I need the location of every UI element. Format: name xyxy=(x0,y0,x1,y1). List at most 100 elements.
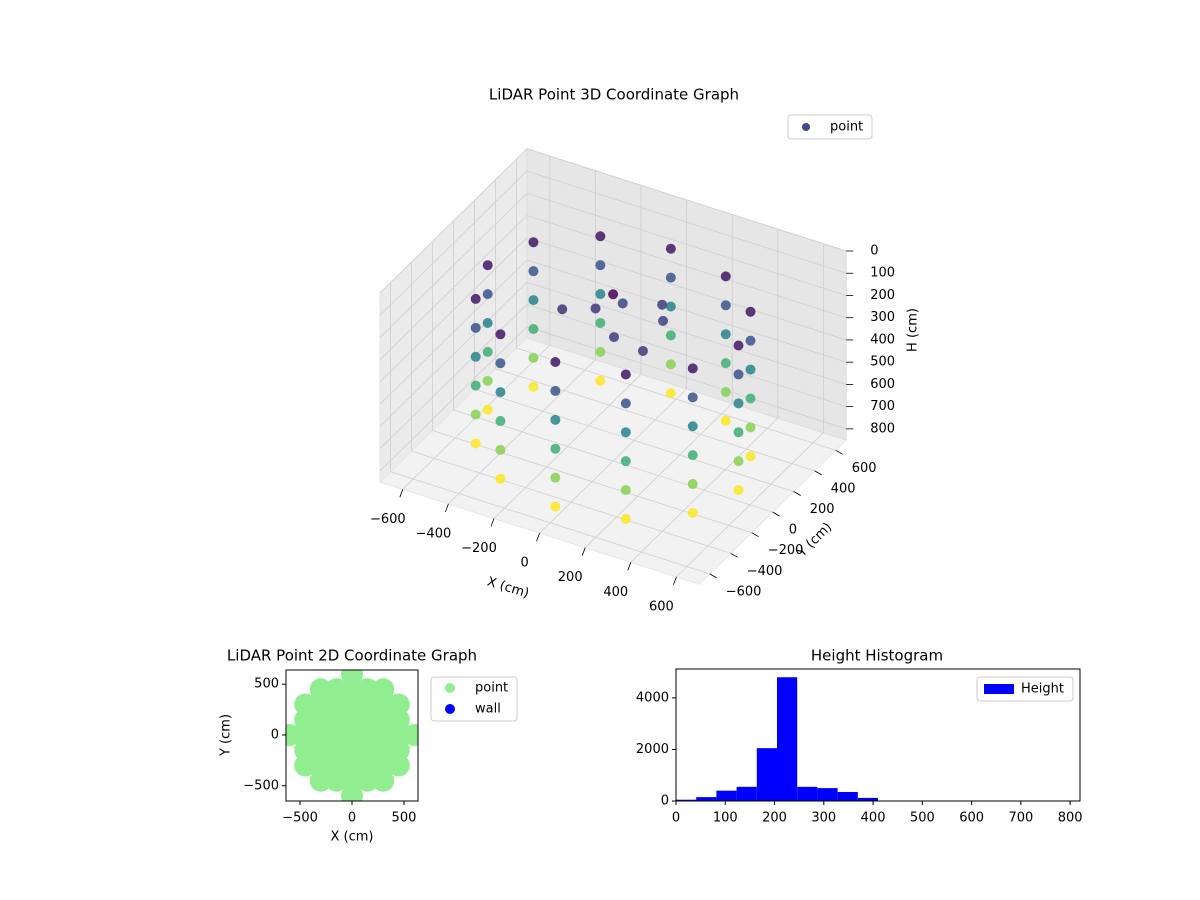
x-tick-label: 0 xyxy=(520,556,528,571)
point xyxy=(617,298,628,309)
point xyxy=(387,723,410,746)
point xyxy=(372,678,395,701)
point xyxy=(325,708,348,731)
point xyxy=(665,301,676,312)
point xyxy=(657,299,668,310)
point xyxy=(482,346,493,357)
point xyxy=(341,708,363,731)
point xyxy=(372,723,395,746)
bar xyxy=(857,797,878,801)
grid-line xyxy=(526,304,847,408)
point xyxy=(720,415,731,426)
tick-mark xyxy=(399,489,404,498)
point xyxy=(528,381,539,392)
point xyxy=(309,769,332,792)
point xyxy=(372,693,395,716)
grid-line xyxy=(474,388,794,492)
y-tick-label: 400 xyxy=(831,481,856,496)
grid-line xyxy=(379,281,528,427)
point xyxy=(356,739,379,762)
x-tick-label: 600 xyxy=(649,599,674,614)
legend-marker xyxy=(445,683,455,693)
point xyxy=(620,513,631,524)
point xyxy=(590,303,601,314)
point xyxy=(528,295,539,306)
point xyxy=(687,450,698,461)
point xyxy=(733,485,744,496)
bar xyxy=(837,791,858,801)
point xyxy=(470,409,481,420)
tick-mark xyxy=(490,518,495,527)
z-tick-label: 200 xyxy=(870,288,895,303)
legend-marker xyxy=(984,684,1014,694)
bar xyxy=(696,797,717,801)
x-tick-label: −200 xyxy=(461,541,497,556)
z-axis-label: H (cm) xyxy=(906,308,921,352)
z-tick-label: 100 xyxy=(870,266,895,281)
point xyxy=(309,708,332,731)
point xyxy=(745,451,756,462)
grid-line xyxy=(379,259,528,405)
point xyxy=(294,754,317,777)
grid-line xyxy=(453,409,773,513)
point xyxy=(387,708,410,731)
legend-label: point xyxy=(830,120,863,135)
point xyxy=(309,754,332,777)
point xyxy=(687,363,698,374)
y-tick-label: 0 xyxy=(271,727,279,742)
grid-line xyxy=(526,192,847,296)
x-tick-label: 100 xyxy=(713,811,738,826)
point xyxy=(595,346,606,357)
y-tick-label: 4000 xyxy=(636,690,669,705)
x-tick-label: 400 xyxy=(861,811,886,826)
point xyxy=(372,769,395,792)
tick-mark xyxy=(536,532,540,542)
point xyxy=(720,358,731,369)
y-tick-label: −400 xyxy=(747,564,783,579)
point xyxy=(687,479,698,490)
point xyxy=(620,427,631,438)
y-axis-label: Y (cm) xyxy=(219,714,234,757)
point xyxy=(528,323,539,334)
point xyxy=(341,754,363,777)
point xyxy=(294,693,317,716)
y-tick-label: 0 xyxy=(789,523,797,538)
point xyxy=(372,708,395,731)
point xyxy=(309,723,332,746)
point xyxy=(733,427,744,438)
legend-marker xyxy=(445,704,455,714)
chart-title: LiDAR Point 3D Coordinate Graph xyxy=(489,86,739,104)
y-tick-label: 500 xyxy=(254,677,279,692)
point xyxy=(620,456,631,467)
point xyxy=(387,754,410,777)
point xyxy=(550,472,561,483)
point xyxy=(745,364,756,375)
point xyxy=(620,485,631,496)
grid-line xyxy=(526,148,847,252)
legend-box xyxy=(787,114,873,140)
point xyxy=(356,754,379,777)
point xyxy=(550,443,561,454)
point xyxy=(557,304,568,315)
bar xyxy=(797,786,818,801)
grid-line xyxy=(379,148,528,294)
grid-line xyxy=(526,281,847,385)
y-tick-label: −600 xyxy=(726,584,762,599)
point xyxy=(495,358,506,369)
point xyxy=(608,289,619,300)
x-tick-label: 500 xyxy=(910,811,935,826)
point xyxy=(372,754,395,777)
tick-mark xyxy=(835,449,843,455)
bar xyxy=(817,788,838,801)
bar xyxy=(676,799,697,801)
x-axis-label: X (cm) xyxy=(331,830,374,845)
point xyxy=(482,289,493,300)
point xyxy=(665,272,676,283)
point xyxy=(720,329,731,340)
z-tick-label: 400 xyxy=(870,332,895,347)
point xyxy=(341,693,363,716)
legend-label: wall xyxy=(475,702,501,717)
point xyxy=(620,369,631,380)
legend-label: Height xyxy=(1021,682,1064,697)
point xyxy=(341,739,363,762)
